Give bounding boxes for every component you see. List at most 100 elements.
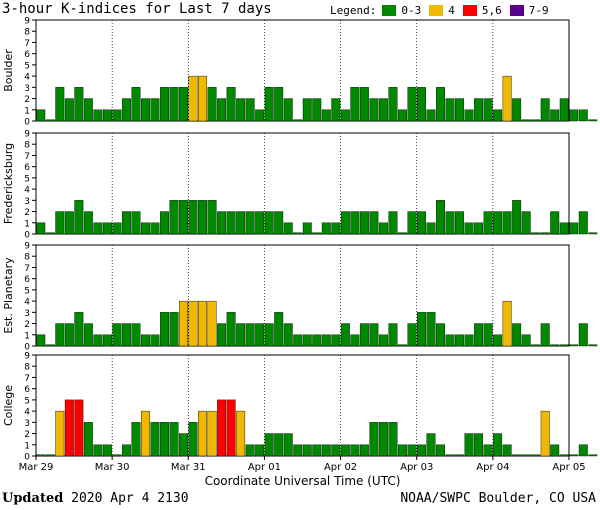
k-bar xyxy=(293,232,303,235)
k-bar xyxy=(312,232,322,235)
y-tick-label: 8 xyxy=(24,363,30,373)
k-bar xyxy=(102,109,112,122)
k-bar xyxy=(388,422,398,457)
k-bar xyxy=(312,334,322,347)
k-bar xyxy=(445,334,455,347)
k-bar xyxy=(36,222,46,235)
y-tick-label: 9 xyxy=(24,352,30,362)
k-bar xyxy=(188,75,198,122)
k-bar xyxy=(207,87,217,122)
k-bar xyxy=(521,119,531,122)
k-bar xyxy=(493,334,503,347)
k-bar xyxy=(474,98,484,122)
k-bar xyxy=(302,444,312,457)
y-tick-label: 4 xyxy=(24,73,30,83)
y-tick-label: 4 xyxy=(24,186,30,196)
k-bar xyxy=(569,344,579,347)
k-bar xyxy=(426,109,436,122)
k-bar xyxy=(140,222,150,235)
k-bar xyxy=(445,211,455,235)
y-tick-label: 3 xyxy=(24,197,30,207)
panel-label: Fredericksburg xyxy=(2,143,15,224)
k-bar xyxy=(369,98,379,122)
k-bar xyxy=(74,399,84,457)
k-bar xyxy=(74,312,84,347)
k-bar xyxy=(93,334,103,347)
y-tick-label: 7 xyxy=(24,374,30,384)
k-bar xyxy=(236,410,246,457)
k-bar xyxy=(483,323,493,347)
y-tick-label: 4 xyxy=(24,298,30,308)
k-index-panels: 0123456789Boulder0123456789Fredericksbur… xyxy=(2,17,598,488)
k-bar xyxy=(436,323,445,347)
k-bar xyxy=(236,323,246,347)
k-bar xyxy=(569,222,579,235)
k-bar xyxy=(207,410,217,457)
k-bar xyxy=(359,444,369,457)
k-bar xyxy=(521,454,531,457)
k-bar xyxy=(188,200,198,235)
panel-frame xyxy=(35,354,570,457)
k-bar xyxy=(531,454,541,457)
legend-label: Legend: xyxy=(330,4,377,17)
k-bar xyxy=(188,422,198,457)
k-bar xyxy=(179,87,188,122)
k-bar xyxy=(531,344,541,347)
k-bar xyxy=(569,454,579,457)
k-bar xyxy=(83,98,93,122)
x-tick-label: Mar 29 xyxy=(19,462,54,473)
k-bar xyxy=(121,323,131,347)
k-bar xyxy=(207,200,217,235)
legend-swatch-0-3 xyxy=(382,5,397,16)
x-tick-label: Apr 02 xyxy=(324,462,357,473)
k-bar xyxy=(474,433,484,457)
k-bar xyxy=(350,334,360,347)
y-tick-label: 9 xyxy=(24,130,30,140)
k-bar xyxy=(407,323,417,347)
k-bar xyxy=(455,454,465,457)
x-axis-label: Coordinate Universal Time (UTC) xyxy=(205,474,401,488)
k-bar xyxy=(397,344,407,347)
panel-label: College xyxy=(2,385,15,426)
k-bar xyxy=(55,323,65,347)
k-bar xyxy=(274,211,284,235)
k-bar xyxy=(83,323,93,347)
k-bar xyxy=(169,87,179,122)
k-bar xyxy=(512,323,522,347)
k-bar xyxy=(455,334,465,347)
y-tick-label: 7 xyxy=(24,264,30,274)
k-bar xyxy=(45,454,55,457)
k-bar xyxy=(493,211,503,235)
y-tick-label: 6 xyxy=(24,163,30,173)
k-bar xyxy=(55,87,65,122)
k-bar xyxy=(588,119,598,122)
k-bar xyxy=(388,323,398,347)
k-bar xyxy=(559,344,569,347)
k-bar xyxy=(198,200,208,235)
y-tick-label: 7 xyxy=(24,39,30,49)
y-tick-label: 0 xyxy=(24,231,30,241)
footer-updated: Updated 2020 Apr 4 2130 xyxy=(2,491,189,506)
k-bar xyxy=(436,87,445,122)
y-tick-label: 0 xyxy=(24,118,30,128)
k-bar xyxy=(550,444,560,457)
k-bar xyxy=(274,87,284,122)
k-bar xyxy=(264,323,274,347)
k-bar xyxy=(64,323,74,347)
k-bar xyxy=(359,211,369,235)
k-bar xyxy=(331,444,341,457)
k-bar xyxy=(274,433,284,457)
k-bar xyxy=(464,222,474,235)
k-bar xyxy=(283,98,293,122)
k-bar xyxy=(369,323,379,347)
y-tick-label: 5 xyxy=(24,174,30,184)
legend-item-4: 4 xyxy=(429,4,455,17)
k-bar xyxy=(493,433,503,457)
y-tick-label: 9 xyxy=(24,242,30,252)
k-bar xyxy=(226,399,236,457)
k-bar xyxy=(493,109,503,122)
k-bar xyxy=(340,109,350,122)
y-tick-label: 2 xyxy=(24,320,30,330)
k-bar xyxy=(502,211,512,235)
k-bar xyxy=(483,444,493,457)
